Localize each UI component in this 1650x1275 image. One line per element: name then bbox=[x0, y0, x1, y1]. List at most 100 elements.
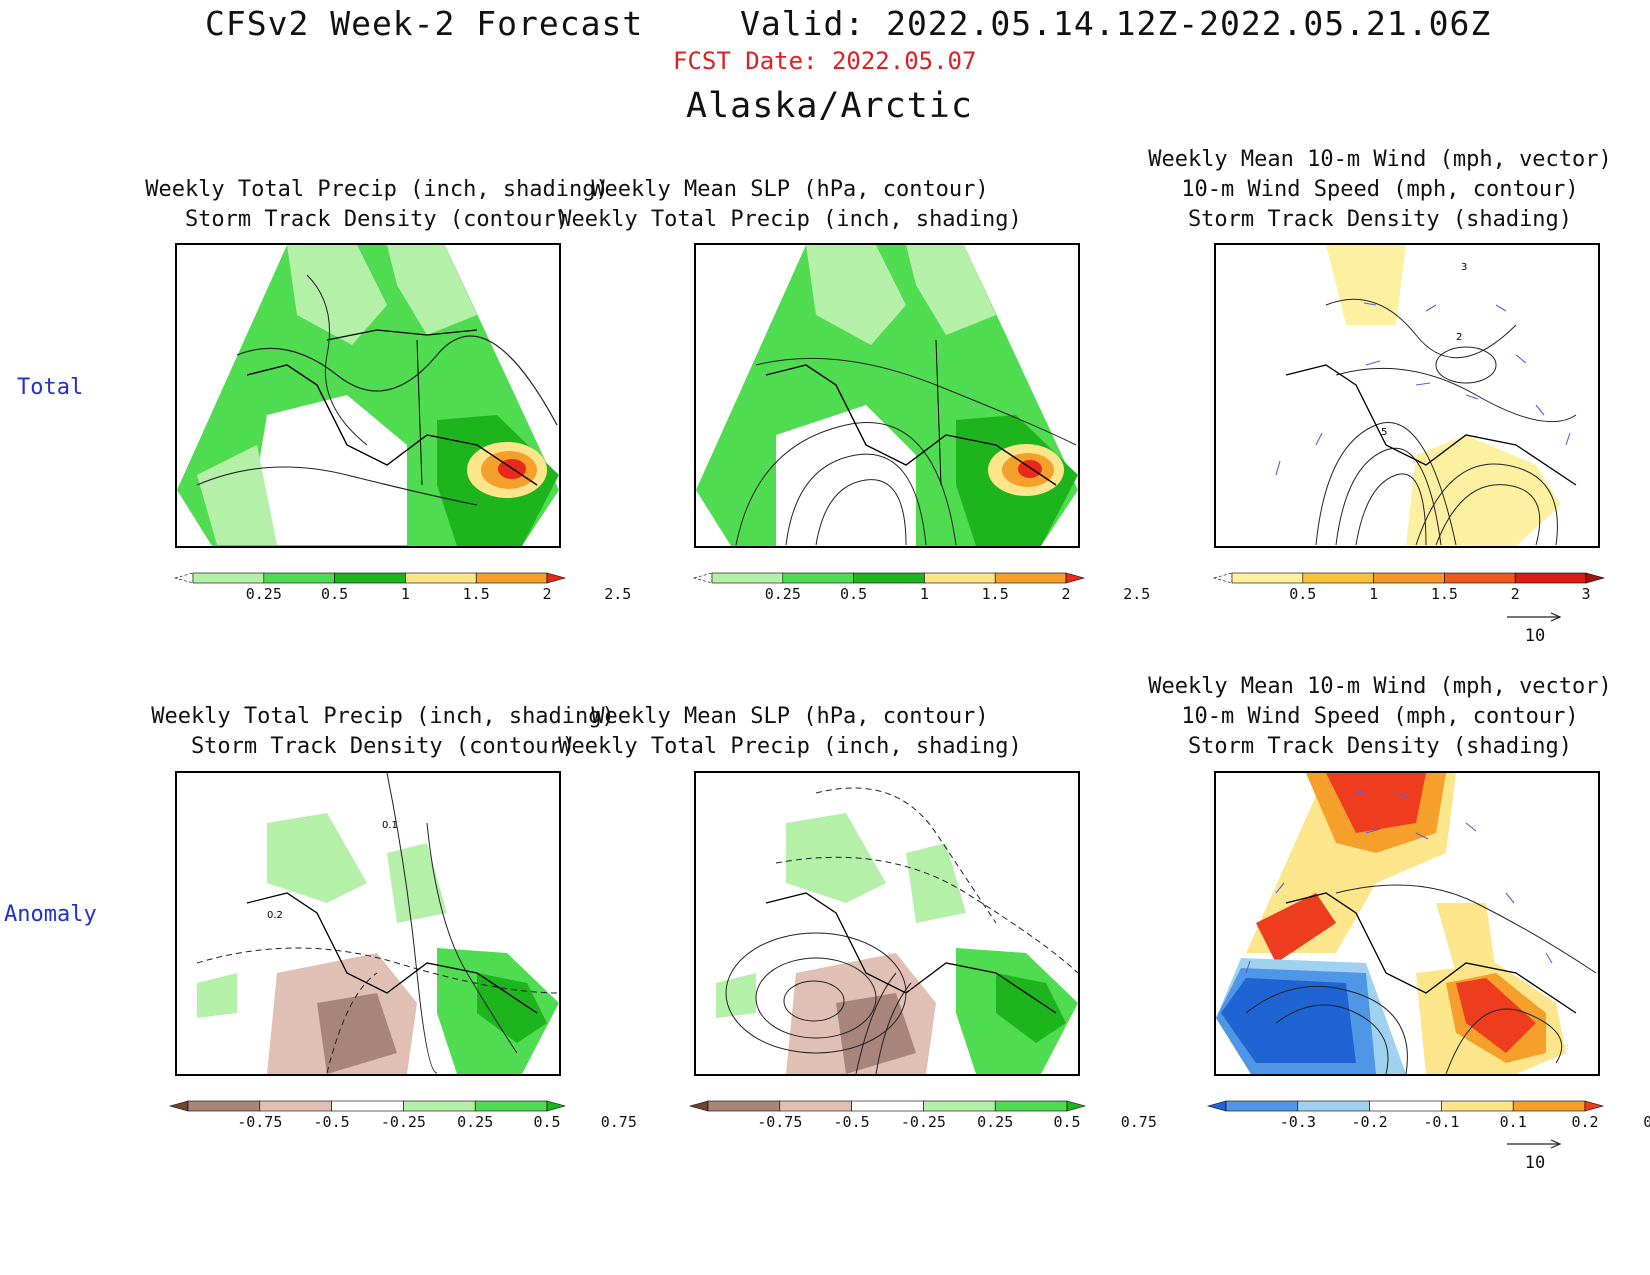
colorbar-tick-label: 0.5 bbox=[1053, 1113, 1081, 1131]
forecast-title: CFSv2 Week-2 Forecast bbox=[205, 4, 644, 43]
colorbar-tick-label: 1 bbox=[1369, 585, 1379, 603]
colorbar-tick-label: 0.75 bbox=[600, 1113, 637, 1131]
colorbar-swatch bbox=[1225, 1100, 1299, 1112]
region-title: Alaska/Arctic bbox=[686, 86, 973, 126]
colorbar-tick-label: 1 bbox=[919, 585, 929, 603]
colorbar-swatch bbox=[331, 1100, 404, 1112]
colorbar-swatch bbox=[851, 1100, 924, 1112]
colorbar-swatch bbox=[403, 1100, 476, 1112]
vector-reference-label: 10 bbox=[1524, 626, 1546, 646]
colorbar-swatch bbox=[924, 572, 996, 584]
contour-label: 2 bbox=[1456, 332, 1462, 343]
colorbar-tick-label: 0.5 bbox=[321, 585, 349, 603]
colorbar-tick-label: 0.25 bbox=[457, 1113, 494, 1131]
colorbar-swatch bbox=[1585, 572, 1606, 584]
vector-reference-anomaly: 10 bbox=[1505, 1137, 1565, 1177]
colorbar-swatch bbox=[1369, 1100, 1442, 1112]
colorbar-tick-label: 0.1 bbox=[1499, 1113, 1527, 1131]
panel-title-anom-wind: Weekly Mean 10-m Wind (mph, vector) 10-m… bbox=[1148, 674, 1612, 759]
colorbar-total-precip-1: 0.25 0.5 1 1.5 2 2.5 bbox=[173, 572, 631, 603]
colorbar-tick-label: -0.5 bbox=[313, 1113, 350, 1131]
colorbar-anom-storm: -0.3 -0.2 -0.1 0.1 0.2 0.3 bbox=[1206, 1100, 1650, 1131]
colorbar-tick-label: 1.5 bbox=[981, 585, 1009, 603]
colorbar-tick-label: 0.5 bbox=[533, 1113, 561, 1131]
colorbar-tick-label: 1.5 bbox=[1430, 585, 1458, 603]
contour-label: 0.2 bbox=[267, 910, 283, 921]
colorbar-swatch bbox=[1373, 572, 1445, 584]
colorbar-tick-label: -0.75 bbox=[757, 1113, 803, 1131]
colorbar-tick-label: 1 bbox=[400, 585, 410, 603]
colorbar-swatch bbox=[1066, 1100, 1087, 1112]
colorbar-swatch bbox=[1514, 572, 1587, 584]
colorbar-swatch bbox=[334, 572, 406, 584]
colorbar-tick-label: 0.25 bbox=[977, 1113, 1014, 1131]
contour-label: 5 bbox=[1381, 427, 1387, 438]
colorbar-tick-label: 2.5 bbox=[604, 585, 632, 603]
colorbar-tick-label: 0.5 bbox=[1289, 585, 1317, 603]
colorbar-swatch bbox=[1584, 1100, 1605, 1112]
colorbar-tick-label: -0.25 bbox=[900, 1113, 946, 1131]
map-anom-wind bbox=[1214, 771, 1600, 1076]
colorbar-tick-label: 0.5 bbox=[840, 585, 868, 603]
row-label-anomaly: Anomaly bbox=[4, 902, 97, 927]
colorbar-swatch bbox=[168, 1100, 189, 1112]
colorbar-swatch bbox=[546, 1100, 567, 1112]
map-total-precip bbox=[175, 243, 561, 548]
vector-reference-label: 10 bbox=[1524, 1153, 1546, 1173]
row-label-total: Total bbox=[17, 375, 84, 400]
colorbar-tick-label: 0.3 bbox=[1643, 1113, 1650, 1131]
colorbar-swatch bbox=[692, 572, 713, 584]
colorbar-swatch bbox=[259, 1100, 332, 1112]
colorbar-tick-label: 0.25 bbox=[764, 585, 801, 603]
colorbar-tick-label: -0.75 bbox=[237, 1113, 283, 1131]
colorbar-swatch bbox=[994, 1100, 1068, 1112]
map-anom-precip: 0.1 0.2 bbox=[175, 771, 561, 1076]
colorbar-tick-label: 2 bbox=[1061, 585, 1071, 603]
forecast-date: FCST Date: 2022.05.07 bbox=[673, 47, 977, 75]
colorbar-swatch bbox=[1441, 1100, 1514, 1112]
colorbar-swatch bbox=[405, 572, 477, 584]
colorbar-swatch bbox=[474, 1100, 548, 1112]
colorbar-tick-label: 2 bbox=[542, 585, 552, 603]
colorbar-swatch bbox=[711, 572, 784, 584]
colorbar-swatch bbox=[923, 1100, 996, 1112]
colorbar-tick-label: -0.2 bbox=[1351, 1113, 1388, 1131]
panel-title-anom-precip: Weekly Total Precip (inch, shading) Stor… bbox=[151, 704, 615, 759]
colorbar-swatch bbox=[1206, 1100, 1227, 1112]
panel-title-total-wind: Weekly Mean 10-m Wind (mph, vector) 10-m… bbox=[1148, 147, 1612, 232]
colorbar-swatch bbox=[1302, 572, 1374, 584]
map-total-slp bbox=[694, 243, 1080, 548]
colorbar-swatch bbox=[779, 1100, 852, 1112]
colorbar-anom-precip-1: -0.75 -0.5 -0.25 0.25 0.5 0.75 bbox=[168, 1100, 637, 1131]
colorbar-tick-label: 2.5 bbox=[1123, 585, 1151, 603]
panel-title-total-slp: Weekly Mean SLP (hPa, contour) Weekly To… bbox=[558, 177, 1022, 232]
colorbar-total-precip-2: 0.25 0.5 1 1.5 2 2.5 bbox=[692, 572, 1150, 603]
colorbar-swatch bbox=[546, 572, 567, 584]
map-total-wind: 3 2 5 bbox=[1214, 243, 1600, 548]
colorbar-swatch bbox=[1065, 572, 1086, 584]
colorbar-swatch bbox=[1212, 572, 1233, 584]
colorbar-swatch bbox=[1512, 1100, 1586, 1112]
colorbar-anom-precip-2: -0.75 -0.5 -0.25 0.25 0.5 0.75 bbox=[688, 1100, 1157, 1131]
colorbar-swatch bbox=[1231, 572, 1304, 584]
colorbar-tick-label: -0.1 bbox=[1423, 1113, 1460, 1131]
contour-label: 0.1 bbox=[382, 820, 398, 831]
colorbar-tick-label: 2 bbox=[1510, 585, 1520, 603]
colorbar-swatch bbox=[187, 1100, 261, 1112]
colorbar-total-storm: 0.511.5234 bbox=[1212, 572, 1606, 603]
colorbar-tick-label: 0.75 bbox=[1120, 1113, 1157, 1131]
map-anom-slp bbox=[694, 771, 1080, 1076]
colorbar-swatch bbox=[192, 572, 265, 584]
panel-title-anom-slp: Weekly Mean SLP (hPa, contour) Weekly To… bbox=[558, 704, 1022, 759]
colorbar-tick-label: 0.2 bbox=[1571, 1113, 1599, 1131]
colorbar-swatch bbox=[782, 572, 854, 584]
colorbar-swatch bbox=[475, 572, 548, 584]
colorbar-swatch bbox=[1297, 1100, 1370, 1112]
colorbar-swatch bbox=[688, 1100, 709, 1112]
colorbar-tick-label: 3 bbox=[1581, 585, 1591, 603]
colorbar-swatch bbox=[707, 1100, 781, 1112]
colorbar-swatch bbox=[853, 572, 925, 584]
colorbar-tick-label: -0.25 bbox=[380, 1113, 426, 1131]
colorbar-swatch bbox=[994, 572, 1067, 584]
colorbar-swatch bbox=[173, 572, 194, 584]
